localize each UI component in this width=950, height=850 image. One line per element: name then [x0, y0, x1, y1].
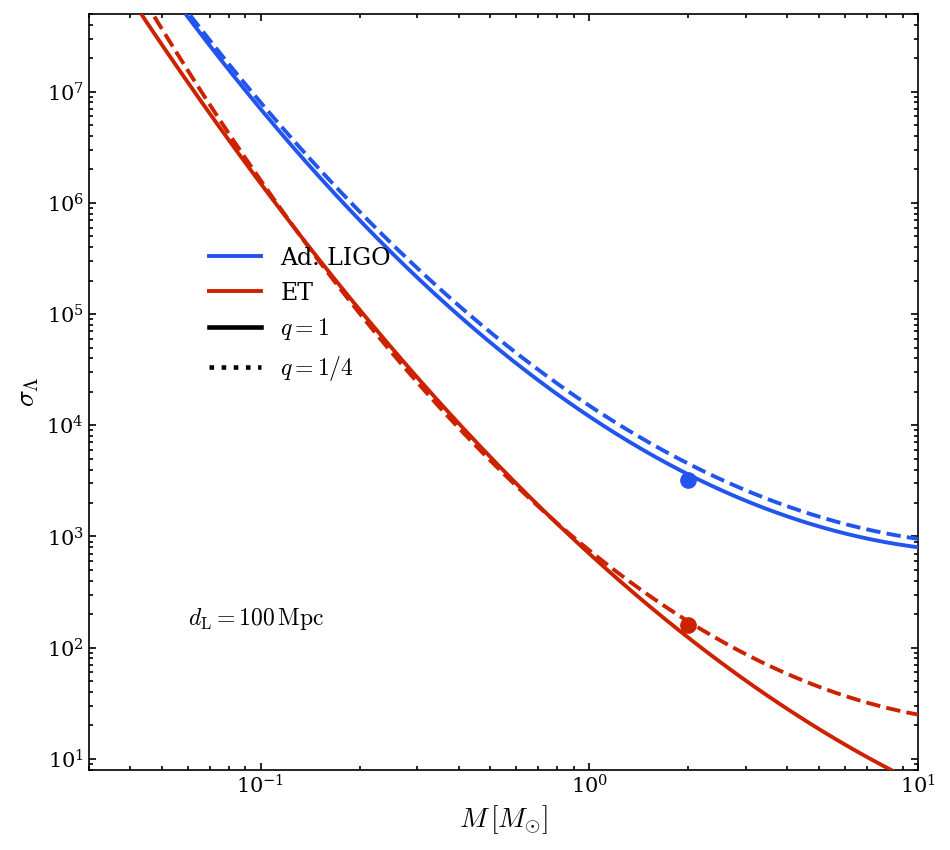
Y-axis label: $\sigma_\Lambda$: $\sigma_\Lambda$: [14, 377, 41, 407]
X-axis label: $M\,[M_{\odot}]$: $M\,[M_{\odot}]$: [459, 803, 548, 836]
Text: $d_{\rm L} = 100\,{\rm Mpc}$: $d_{\rm L} = 100\,{\rm Mpc}$: [188, 605, 324, 632]
Legend: Ad. LIGO, ET, $q = 1$, $q = 1/4$: Ad. LIGO, ET, $q = 1$, $q = 1/4$: [200, 237, 400, 393]
